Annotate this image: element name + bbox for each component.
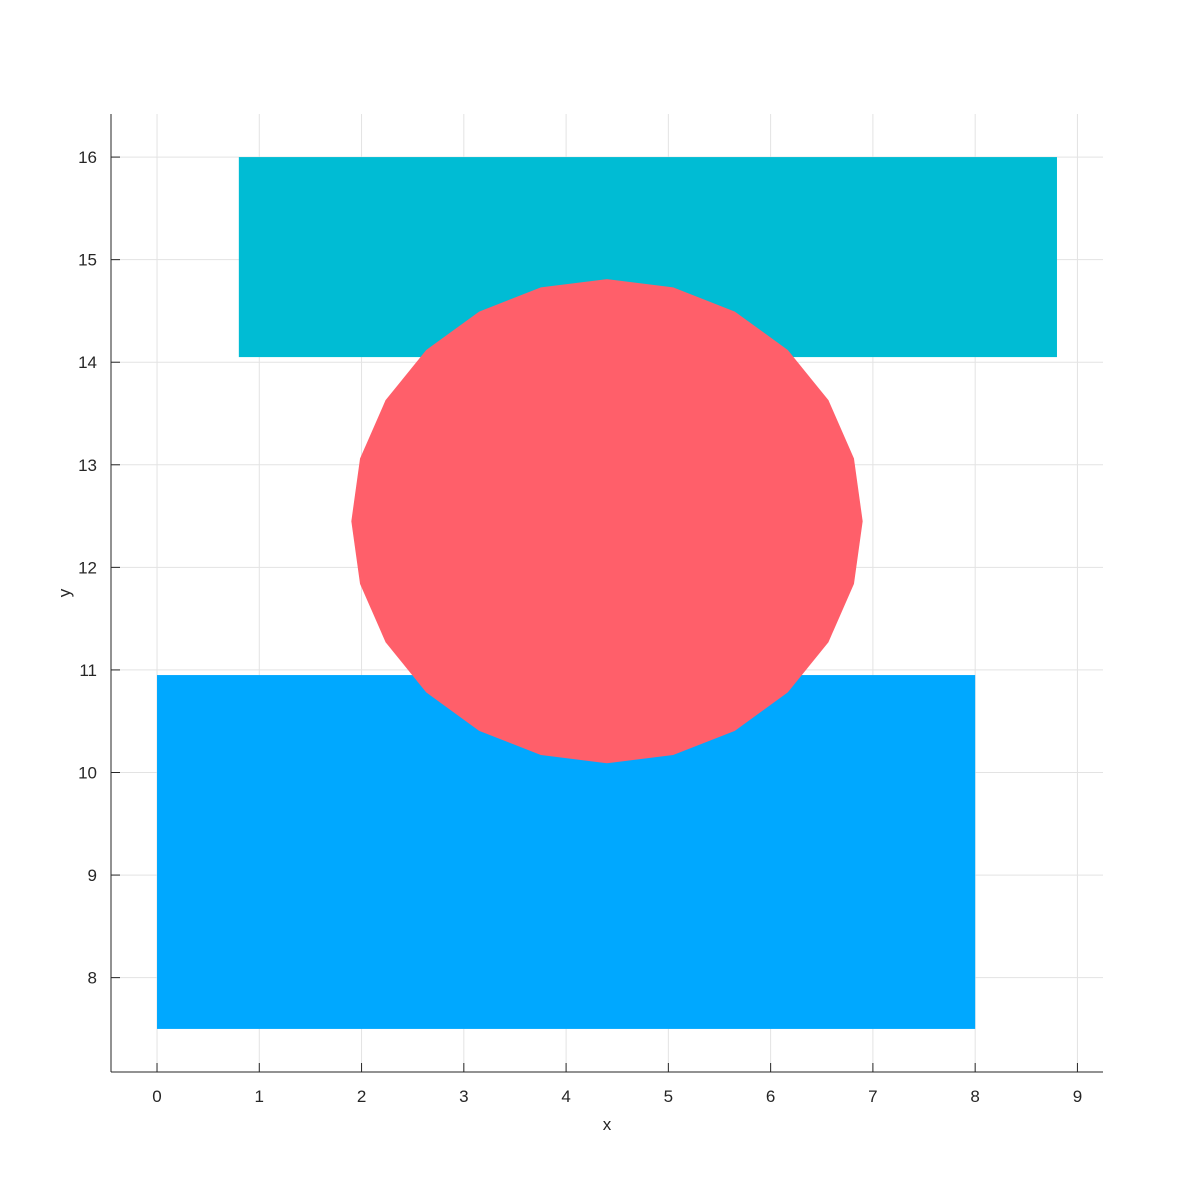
x-tick-label: 0	[152, 1087, 161, 1106]
x-tick-label: 7	[868, 1087, 877, 1106]
x-tick-label: 5	[664, 1087, 673, 1106]
circle-shape	[351, 279, 863, 764]
y-tick-label: 16	[78, 148, 97, 167]
y-tick-label: 8	[88, 969, 97, 988]
x-tick-label: 9	[1073, 1087, 1082, 1106]
x-tick-label: 1	[255, 1087, 264, 1106]
y-tick-label: 15	[78, 251, 97, 270]
y-tick-label: 13	[78, 456, 97, 475]
y-tick-label: 12	[78, 558, 97, 577]
y-axis-title: y	[55, 588, 74, 597]
y-tick-label: 9	[88, 866, 97, 885]
x-tick-label: 6	[766, 1087, 775, 1106]
y-tick-label: 11	[79, 661, 97, 680]
x-axis-title: x	[603, 1115, 612, 1134]
shape-layer	[157, 157, 1057, 1029]
y-tick-label: 14	[78, 353, 97, 372]
x-tick-label: 2	[357, 1087, 366, 1106]
x-tick-label: 4	[561, 1087, 570, 1106]
x-tick-label: 8	[970, 1087, 979, 1106]
y-tick-label: 10	[78, 763, 97, 782]
x-tick-label: 3	[459, 1087, 468, 1106]
